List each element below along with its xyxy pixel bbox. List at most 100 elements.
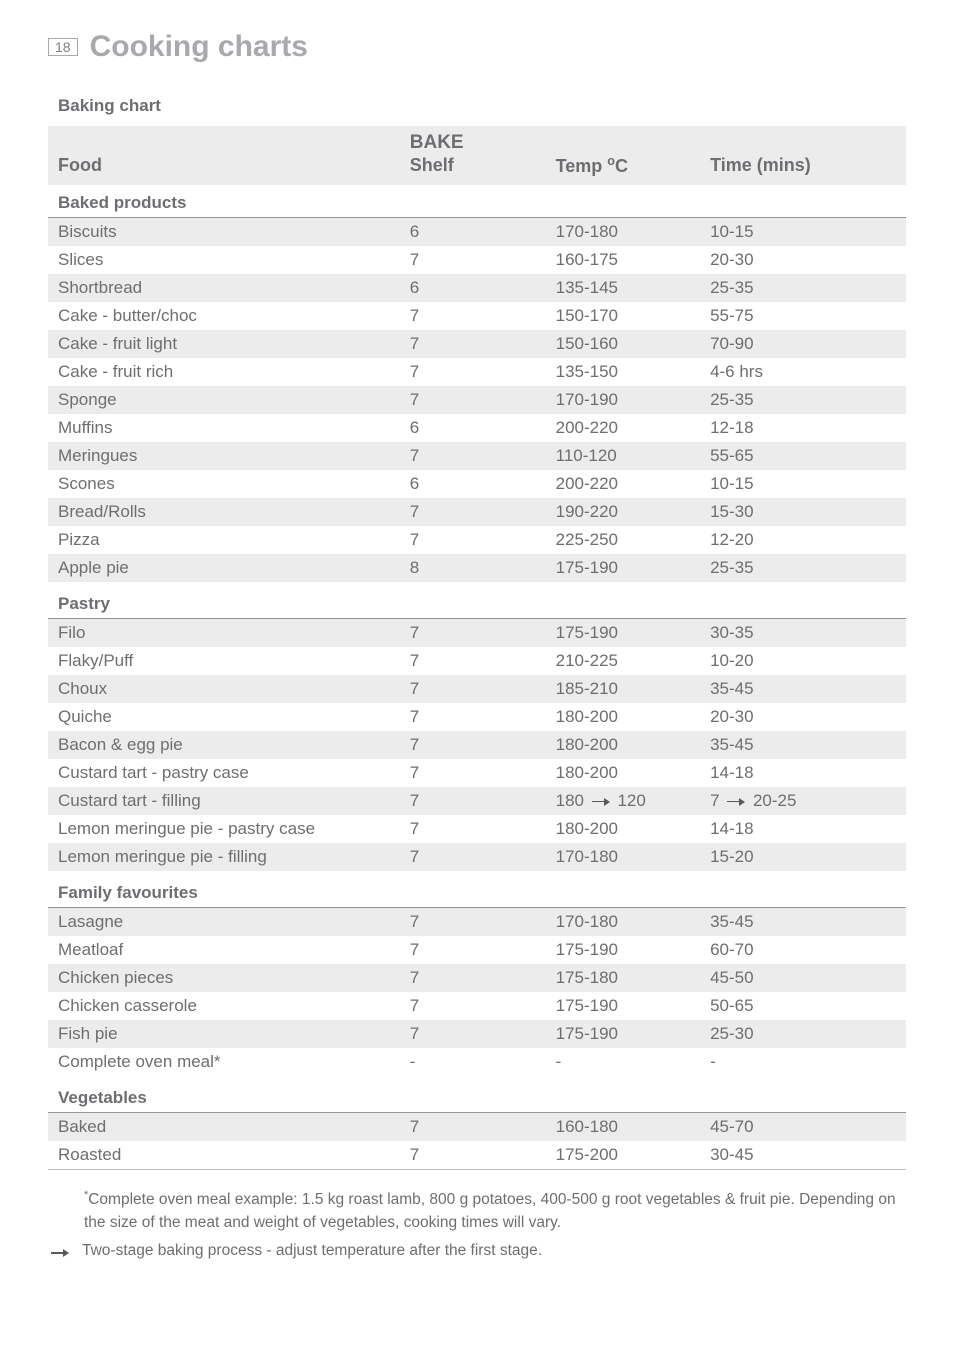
cell-temp: 180-200 bbox=[546, 731, 700, 759]
cell-time: 10-20 bbox=[700, 647, 906, 675]
cell-shelf: - bbox=[400, 1048, 546, 1076]
cell-shelf: 7 bbox=[400, 675, 546, 703]
cell-temp: 210-225 bbox=[546, 647, 700, 675]
cell-shelf: 6 bbox=[400, 414, 546, 442]
footnote-asterisk: *Complete oven meal example: 1.5 kg roas… bbox=[84, 1188, 906, 1234]
section-header-row: Family favourites bbox=[48, 871, 906, 908]
table-row: Muffins6200-22012-18 bbox=[48, 414, 906, 442]
cell-food: Filo bbox=[48, 619, 400, 648]
cell-temp: 200-220 bbox=[546, 470, 700, 498]
cell-temp: 135-145 bbox=[546, 274, 700, 302]
cell-temp: 175-200 bbox=[546, 1141, 700, 1170]
cell-food: Baked bbox=[48, 1113, 400, 1142]
table-row: Roasted7175-20030-45 bbox=[48, 1141, 906, 1170]
cell-food: Chicken casserole bbox=[48, 992, 400, 1020]
cell-temp: 175-190 bbox=[546, 992, 700, 1020]
cell-shelf: 7 bbox=[400, 330, 546, 358]
cell-food: Bread/Rolls bbox=[48, 498, 400, 526]
cell-time: 45-50 bbox=[700, 964, 906, 992]
section-title: Pastry bbox=[48, 582, 906, 619]
cell-food: Lasagne bbox=[48, 908, 400, 937]
cell-time: 20-30 bbox=[700, 703, 906, 731]
table-row: Choux7185-21035-45 bbox=[48, 675, 906, 703]
table-row: Scones6200-22010-15 bbox=[48, 470, 906, 498]
table-row: Bread/Rolls7190-22015-30 bbox=[48, 498, 906, 526]
table-row: Chicken casserole7175-19050-65 bbox=[48, 992, 906, 1020]
section-title: Baked products bbox=[48, 185, 906, 218]
cell-temp: 200-220 bbox=[546, 414, 700, 442]
section-header-row: Baked products bbox=[48, 185, 906, 218]
cell-food: Sponge bbox=[48, 386, 400, 414]
cell-time: 25-30 bbox=[700, 1020, 906, 1048]
cell-shelf: 6 bbox=[400, 218, 546, 247]
cell-shelf: 7 bbox=[400, 964, 546, 992]
cell-time: - bbox=[700, 1048, 906, 1076]
cell-time: 35-45 bbox=[700, 731, 906, 759]
arrow-icon bbox=[727, 798, 745, 806]
cell-food: Flaky/Puff bbox=[48, 647, 400, 675]
cell-food: Chicken pieces bbox=[48, 964, 400, 992]
cell-temp: 180-200 bbox=[546, 815, 700, 843]
footnotes: *Complete oven meal example: 1.5 kg roas… bbox=[84, 1188, 906, 1263]
header-temp: Temp oC bbox=[546, 154, 700, 185]
cell-temp: 175-190 bbox=[546, 1020, 700, 1048]
cell-shelf: 7 bbox=[400, 442, 546, 470]
cell-food: Slices bbox=[48, 246, 400, 274]
cell-food: Choux bbox=[48, 675, 400, 703]
cell-temp: 160-175 bbox=[546, 246, 700, 274]
cell-food: Pizza bbox=[48, 526, 400, 554]
cell-time: 20-30 bbox=[700, 246, 906, 274]
cell-shelf: 6 bbox=[400, 274, 546, 302]
cell-temp: - bbox=[546, 1048, 700, 1076]
cell-time: 25-35 bbox=[700, 554, 906, 582]
table-row: Cake - fruit rich7135-1504-6 hrs bbox=[48, 358, 906, 386]
cell-temp: 110-120 bbox=[546, 442, 700, 470]
table-row: Pizza7225-25012-20 bbox=[48, 526, 906, 554]
cell-shelf: 7 bbox=[400, 787, 546, 815]
cell-temp: 135-150 bbox=[546, 358, 700, 386]
cell-time: 50-65 bbox=[700, 992, 906, 1020]
cell-temp: 180-200 bbox=[546, 703, 700, 731]
cell-shelf: 7 bbox=[400, 498, 546, 526]
cell-temp: 150-160 bbox=[546, 330, 700, 358]
cell-temp: 150-170 bbox=[546, 302, 700, 330]
cell-food: Apple pie bbox=[48, 554, 400, 582]
cell-temp: 185-210 bbox=[546, 675, 700, 703]
cell-shelf: 7 bbox=[400, 759, 546, 787]
arrow-icon bbox=[592, 798, 610, 806]
cell-food: Lemon meringue pie - filling bbox=[48, 843, 400, 871]
cell-food: Fish pie bbox=[48, 1020, 400, 1048]
table-row: Sponge7170-19025-35 bbox=[48, 386, 906, 414]
cell-shelf: 7 bbox=[400, 246, 546, 274]
cell-shelf: 7 bbox=[400, 619, 546, 648]
table-row: Complete oven meal*--- bbox=[48, 1048, 906, 1076]
cell-food: Bacon & egg pie bbox=[48, 731, 400, 759]
cell-food: Cake - fruit light bbox=[48, 330, 400, 358]
page-title: Cooking charts bbox=[90, 30, 308, 64]
table-row: Meatloaf7175-19060-70 bbox=[48, 936, 906, 964]
cell-time: 60-70 bbox=[700, 936, 906, 964]
cell-temp: 225-250 bbox=[546, 526, 700, 554]
table-row: Slices7160-17520-30 bbox=[48, 246, 906, 274]
cell-shelf: 7 bbox=[400, 731, 546, 759]
cell-time: 14-18 bbox=[700, 815, 906, 843]
table-row: Biscuits6170-18010-15 bbox=[48, 218, 906, 247]
cell-food: Biscuits bbox=[48, 218, 400, 247]
cell-food: Custard tart - filling bbox=[48, 787, 400, 815]
cell-time: 70-90 bbox=[700, 330, 906, 358]
cell-time: 10-15 bbox=[700, 218, 906, 247]
cell-shelf: 7 bbox=[400, 647, 546, 675]
table-row: Filo7175-19030-35 bbox=[48, 619, 906, 648]
arrow-icon bbox=[48, 1242, 72, 1264]
cell-time: 45-70 bbox=[700, 1113, 906, 1142]
section-header-row: Pastry bbox=[48, 582, 906, 619]
cell-time: 15-20 bbox=[700, 843, 906, 871]
cell-time: 12-18 bbox=[700, 414, 906, 442]
cell-time: 25-35 bbox=[700, 274, 906, 302]
header-bake: BAKE bbox=[400, 126, 546, 154]
cell-shelf: 7 bbox=[400, 936, 546, 964]
table-row: Fish pie7175-19025-30 bbox=[48, 1020, 906, 1048]
cell-shelf: 7 bbox=[400, 703, 546, 731]
header-time: Time (mins) bbox=[700, 154, 906, 185]
cell-time: 10-15 bbox=[700, 470, 906, 498]
